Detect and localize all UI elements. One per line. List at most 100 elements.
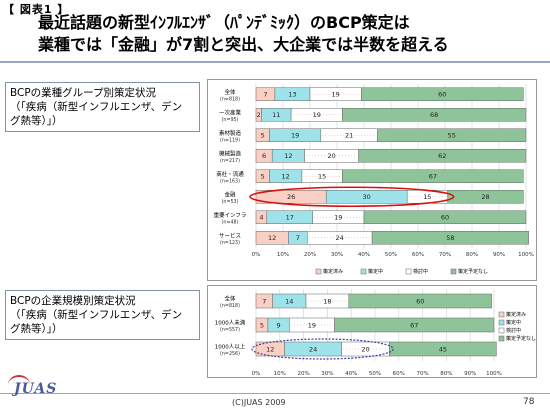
data-label: 7 [296,234,300,242]
pattern-dot [364,348,366,350]
x-tick-label: 70% [439,252,451,258]
pattern-dot [311,324,313,326]
pattern-dot [340,114,342,116]
pattern-dot [316,300,318,302]
x-tick-label: 0% [252,252,261,258]
pattern-dot [318,175,320,177]
data-label: 6 [262,152,266,160]
data-label: 55 [448,132,456,140]
legend-label: 策定予定なし [458,268,488,275]
pattern-dot [314,237,316,239]
highlight-ellipse [249,186,455,208]
industry-chart-svg: 0% 10% 20% 30% 40% 50% 60% 70% 80% 90% 100% 全体(n=81… [214,84,534,275]
category-n-label: (n=818) [220,303,240,309]
pattern-dot [319,114,321,116]
x-tick-label: 60% [412,252,424,258]
pattern-dot [314,216,316,218]
pattern-dot [327,155,328,157]
pattern-dot [325,114,327,116]
pattern-dot [308,237,310,239]
legend-label: 策定済み [323,268,343,275]
pattern-dot [344,237,346,239]
pattern-dot [346,134,348,136]
category-label: 1000人以上 [215,343,246,351]
data-label: 45 [439,345,447,353]
pattern-dot [319,300,321,302]
pattern-dot [323,216,325,218]
legend-swatch [405,268,412,275]
pattern-dot [320,237,322,239]
pattern-dot [364,134,366,136]
data-label: 9 [277,321,281,329]
data-label: 21 [345,132,353,140]
pattern-dot [307,114,309,116]
pattern-dot [333,175,335,177]
pattern-dot [301,114,303,116]
category-n-label: (n=217) [220,158,240,164]
industry-label-line-2: （「疾病（新型インフルエンザ、デン [10,101,183,113]
x-tick-label: 10% [277,252,289,258]
pattern-dot [314,93,316,95]
pattern-dot [339,175,341,177]
data-label: 68 [430,111,438,119]
x-tick-label: 70% [416,371,428,377]
pattern-dot [323,237,325,239]
pattern-dot [358,134,360,136]
x-tick-label: 80% [440,371,452,377]
data-label: 28 [481,193,489,201]
pattern-dot [336,155,337,157]
data-label: 7 [263,91,267,99]
pattern-dot [350,237,352,239]
size-label-line-3: グ熱等）」） [10,323,63,335]
pattern-dot [331,114,333,116]
data-label: 60 [441,214,449,222]
category-label: 一次産業 [219,108,242,116]
bar-segment-e7ad96e5ae9ae4ba88e5ae9ae381aae38197 [377,128,527,142]
x-tick-label: 80% [466,252,478,258]
x-tick-label: 30% [331,252,343,258]
pattern-dot [331,300,333,302]
page-number: 78 [523,397,535,407]
pattern-dot [350,216,352,218]
pattern-dot [353,237,355,239]
pattern-dot [325,300,327,302]
pattern-dot [356,237,358,239]
pattern-dot [345,155,346,157]
pattern-dot [339,155,340,157]
x-tick-label: 50% [385,252,397,258]
pattern-dot [343,134,345,136]
pattern-dot [326,93,328,95]
pattern-dot [353,216,355,218]
pattern-dot [438,196,440,198]
pattern-dot [335,216,337,218]
pattern-dot [347,93,349,95]
pattern-dot [334,300,336,302]
pattern-dot [359,216,361,218]
pattern-dot [340,300,342,302]
pattern-dot [321,175,323,177]
pattern-dot [290,324,292,326]
pattern-dot [358,348,360,350]
x-tick-label: 20% [297,371,309,377]
pattern-dot [414,196,416,198]
pattern-dot [441,196,443,198]
pattern-dot [361,348,363,350]
data-label: 15 [318,173,326,181]
data-label: 20 [361,345,369,353]
x-tick-label: 100% [518,252,534,258]
legend-swatch [498,319,505,326]
legend-label: 検討中 [506,327,521,334]
pattern-dot [329,324,331,326]
pattern-dot [352,134,354,136]
pattern-dot [325,134,327,136]
size-label-line-1: BCPの企業規模別策定状況 [10,295,136,307]
pattern-dot [334,114,336,116]
title-line-2: 業種では「金融」が7割と突出、大企業では半数を超える [38,35,449,54]
pattern-dot [370,134,372,136]
category-n-label: (n=557) [220,327,240,333]
pattern-dot [328,134,330,136]
pattern-dot [306,155,307,157]
legend-swatch [360,268,367,275]
industry-chart: 0% 10% 20% 30% 40% 50% 60% 70% 80% 90% 100% 全体 (n=81… [207,79,537,281]
data-label: 13 [288,91,296,99]
